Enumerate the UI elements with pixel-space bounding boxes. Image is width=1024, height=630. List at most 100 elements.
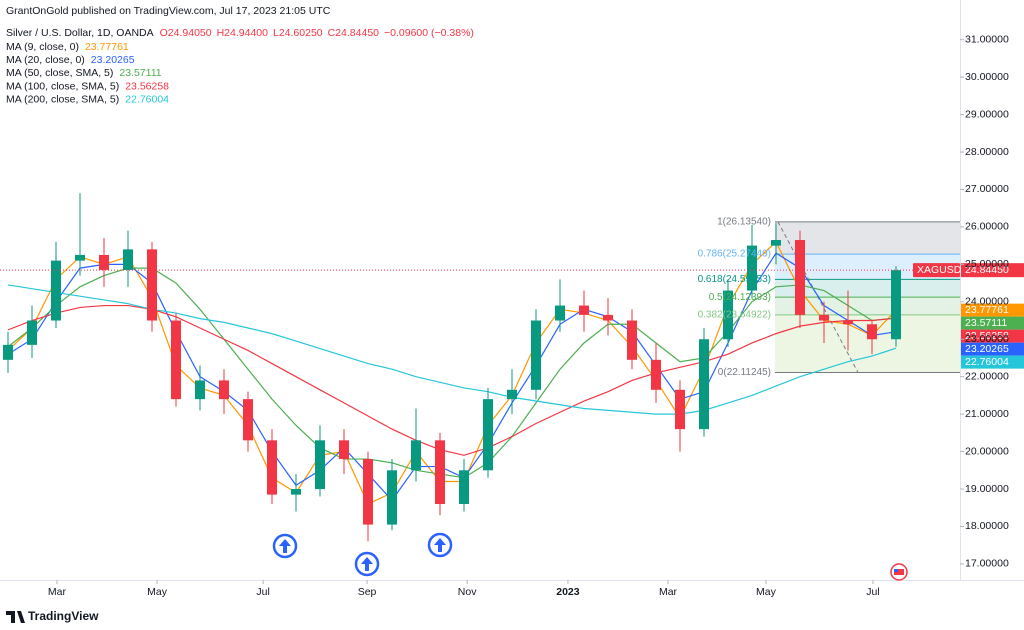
candle-body: [459, 470, 469, 504]
fib-band: [775, 221, 960, 255]
candle-body: [339, 440, 349, 460]
candle-body: [387, 470, 397, 525]
candle-body: [891, 270, 901, 340]
y-tick-label: 21.00000: [965, 408, 1009, 420]
x-tick-label: May: [147, 586, 168, 598]
y-tick-label: 17.00000: [965, 558, 1009, 570]
candle-body: [627, 320, 637, 360]
y-tick-label: 24.00000: [965, 296, 1009, 308]
candle-body: [243, 399, 253, 441]
ma-badge-label: 23.20265: [965, 343, 1009, 355]
candle-body: [603, 314, 613, 321]
y-tick-label: 22.00000: [965, 370, 1009, 382]
candle-body: [483, 399, 493, 471]
ma-badge-label: 23.57111: [965, 317, 1007, 329]
x-tick-label: Sep: [358, 586, 377, 598]
legend-name: MA (20, close, 0): [6, 54, 85, 66]
candle-body: [3, 344, 13, 360]
legend-value: 23.56258: [125, 80, 169, 92]
ma-badge: [961, 303, 1024, 317]
footer-logo: TradingView: [6, 609, 99, 623]
ticker-badge: [913, 263, 960, 278]
up-arrow: [427, 532, 453, 558]
y-tick-label: 29.00000: [965, 108, 1009, 120]
legend-name: MA (9, close, 0): [6, 41, 79, 53]
fib-band: [775, 314, 960, 373]
ma-badge-label: 23.77761: [965, 304, 1009, 316]
candle-body: [147, 249, 157, 321]
ticker: XAGUSD: [917, 264, 962, 276]
y-tick-label: 18.00000: [965, 520, 1009, 532]
candle-body: [27, 320, 37, 345]
ohlc-value: O24.94050: [160, 27, 212, 39]
candle-body: [195, 380, 205, 400]
ohlc-value: H24.94400: [217, 27, 269, 39]
y-tick-label: 20.00000: [965, 445, 1009, 457]
candle-body: [411, 440, 421, 471]
candle-body: [819, 314, 829, 321]
y-tick-label: 23.00000: [965, 333, 1009, 345]
x-tick-label: May: [756, 586, 777, 598]
signal-arrows: [272, 532, 453, 577]
candle-body: [723, 290, 733, 340]
x-tick-label: Jul: [866, 586, 879, 598]
candle-body: [435, 440, 445, 504]
fib-label: 0.382(23.64922): [698, 310, 771, 321]
y-tick-label: 31.00000: [965, 33, 1009, 45]
price-badge-label: 24.84450: [965, 264, 1009, 276]
y-tick-label: 27.00000: [965, 183, 1009, 195]
legend-value: 23.57111: [119, 67, 161, 79]
candle-body: [363, 459, 373, 525]
x-tick-label: Nov: [458, 586, 477, 598]
symbol: Silver / U.S. Dollar, 1D, OANDA: [6, 27, 154, 39]
candle-body: [795, 240, 805, 315]
legend-value: 23.77761: [85, 41, 129, 53]
candle-body: [675, 389, 685, 430]
candle-body: [291, 489, 301, 495]
ma-badge-label: 23.56258: [965, 330, 1009, 342]
candle-body: [219, 380, 229, 400]
candle-body: [867, 324, 877, 340]
candle-body: [555, 305, 565, 321]
y-tick-label: 19.00000: [965, 483, 1009, 495]
legend-name: MA (50, close, SMA, 5): [6, 67, 113, 79]
candle-body: [171, 320, 181, 400]
fib-label: 0.786(25.27449): [698, 249, 771, 260]
y-tick-label: 25.00000: [965, 258, 1009, 270]
candle-body: [123, 249, 133, 270]
candle-body: [699, 339, 709, 430]
candle-body: [531, 320, 541, 390]
ma-badge: [961, 329, 1024, 343]
legend-value: 22.76004: [125, 94, 169, 106]
candle-body: [267, 440, 277, 495]
price-badge: [961, 263, 1024, 278]
publisher: GrantOnGold published on TradingView.com…: [6, 5, 331, 17]
ohlc-value: L24.60250: [273, 27, 323, 39]
footer: TradingView: [28, 609, 99, 623]
y-tick-label: 26.00000: [965, 221, 1009, 233]
candle-body: [771, 240, 781, 246]
fib-label: 1(26.13540): [717, 216, 771, 227]
plot-area: [0, 193, 960, 542]
x-tick-label: Mar: [48, 586, 67, 598]
fib-label: 0(22.11245): [718, 367, 771, 378]
fib-label: 0.618(24.59853): [698, 274, 771, 285]
candle-body: [579, 305, 589, 315]
legend-name: MA (100, close, SMA, 5): [6, 80, 119, 92]
x-tick-label: 2023: [556, 586, 580, 598]
ma-badge: [961, 342, 1024, 356]
candle-body: [747, 245, 757, 291]
candle-body: [75, 254, 85, 261]
legend-name: MA (200, close, SMA, 5): [6, 94, 119, 106]
ma-badge: [961, 355, 1024, 369]
fib-label: 0.5(24.12393): [709, 292, 771, 303]
ma-badge: [961, 316, 1024, 330]
candle-body: [651, 359, 661, 390]
candle-body: [843, 320, 853, 325]
candle-body: [507, 389, 517, 400]
y-tick-label: 30.00000: [965, 71, 1009, 83]
flag-icon: [890, 563, 908, 581]
legend-value: 23.20265: [91, 54, 135, 66]
